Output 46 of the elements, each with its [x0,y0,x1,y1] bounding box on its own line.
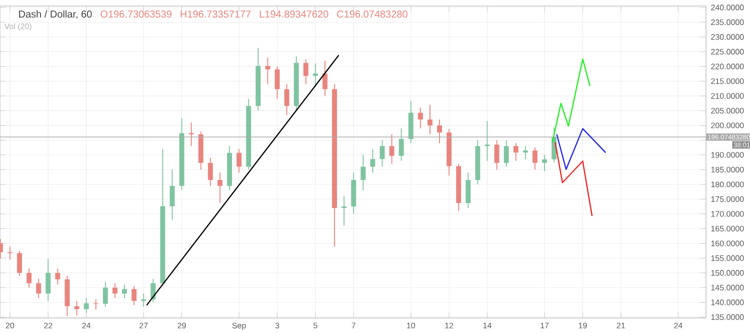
x-tick-label: 12 [445,322,454,328]
y-tick-label: 180.0000 [711,182,744,188]
x-tick-label: 27 [140,322,148,328]
y-tick-label: 205.0000 [711,108,744,114]
x-tick-label: 14 [483,322,492,328]
y-tick-label: 230.0000 [711,34,744,40]
x-tick-label: 24 [82,322,91,328]
y-tick-label: 135.0000 [711,314,744,320]
y-tick-label: 165.0000 [711,226,744,232]
y-tick-label: 170.0000 [711,211,744,217]
x-tick-label: Sep [232,322,246,330]
y-tick-label: 155.0000 [711,255,744,261]
candlestick [284,84,290,116]
y-tick-label: 145.0000 [711,284,744,290]
annotation: Vol (20) [4,23,32,31]
annotation: L194.89347620 [260,10,328,18]
x-tick-label: 24 [674,322,682,328]
candlestick [74,300,80,316]
y-tick-label: 150.0000 [711,270,744,276]
y-tick-label: 200.0000 [711,122,744,128]
chart-title: Dash / Dollar, 60 [19,10,92,19]
x-tick-label: 3 [275,322,280,328]
y-tick-label: 175.0000 [711,196,744,202]
x-tick-label: 20 [6,322,14,328]
x-tick-label: 19 [578,322,587,328]
x-tick-label: 22 [44,322,52,328]
x-tick-label: 7 [352,322,356,328]
y-tick-label: 210.0000 [711,93,744,99]
y-tick-label: 160.0000 [711,240,744,246]
y-tick-label: 185.0000 [711,166,744,173]
y-tick-label: 235.0000 [711,19,744,26]
annotation: H196.73357177 [180,10,251,18]
candlestick [188,122,194,147]
y-tick-label: 240.0000 [711,4,744,10]
x-tick-label: 21 [616,322,625,328]
annotation: C196.07483280 [337,10,408,18]
y-tick-label: 190.0000 [711,152,744,158]
y-tick-label: 140.0000 [711,300,744,306]
y-tick-label: 220.0000 [711,64,744,70]
x-tick-label: 10 [407,322,416,328]
y-tick-label: 225.0000 [711,48,744,55]
y-tick-label: 215.0000 [711,78,744,84]
annotation: O196.73063539 [100,10,172,18]
x-tick-label: 29 [178,322,186,328]
x-tick-label: 17 [540,322,549,328]
x-tick-label: 5 [314,322,318,328]
